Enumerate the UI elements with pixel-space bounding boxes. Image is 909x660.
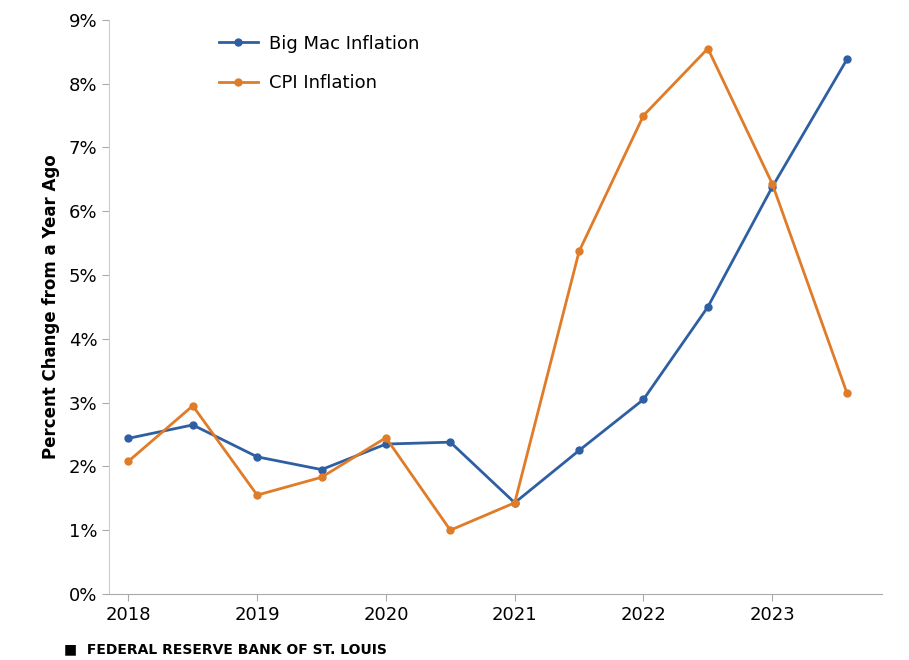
Big Mac Inflation (638, 395, 649, 403)
Line: Big Mac Inflation: Big Mac Inflation (125, 56, 851, 506)
Big Mac Inflation (381, 440, 392, 448)
CPI Inflation (574, 248, 584, 255)
CPI Inflation (123, 457, 134, 465)
CPI Inflation (703, 45, 714, 53)
Big Mac Inflation (767, 183, 778, 191)
Y-axis label: Percent Change from a Year Ago: Percent Change from a Year Ago (43, 154, 60, 459)
Big Mac Inflation (123, 434, 134, 442)
CPI Inflation (842, 389, 853, 397)
CPI Inflation (509, 499, 520, 507)
Big Mac Inflation (252, 453, 263, 461)
CPI Inflation (767, 180, 778, 187)
Text: ■  FEDERAL RESERVE BANK OF ST. LOUIS: ■ FEDERAL RESERVE BANK OF ST. LOUIS (64, 643, 386, 657)
CPI Inflation (187, 402, 198, 410)
Big Mac Inflation (316, 466, 327, 474)
CPI Inflation (381, 434, 392, 442)
CPI Inflation (445, 526, 455, 534)
Legend: Big Mac Inflation, CPI Inflation: Big Mac Inflation, CPI Inflation (218, 34, 419, 92)
Big Mac Inflation (703, 303, 714, 311)
CPI Inflation (316, 473, 327, 481)
Big Mac Inflation (187, 421, 198, 429)
Big Mac Inflation (574, 447, 584, 455)
Line: CPI Inflation: CPI Inflation (125, 45, 851, 534)
Big Mac Inflation (842, 55, 853, 63)
Big Mac Inflation (509, 499, 520, 507)
CPI Inflation (252, 491, 263, 499)
Big Mac Inflation (445, 438, 455, 446)
CPI Inflation (638, 112, 649, 119)
